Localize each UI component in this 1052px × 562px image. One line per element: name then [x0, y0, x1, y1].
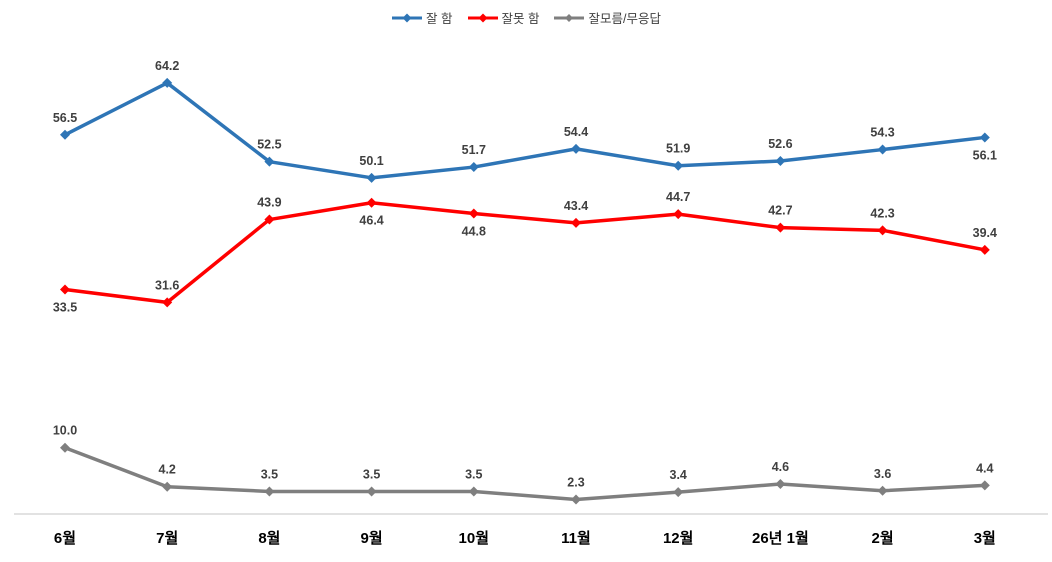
data-label: 42.3	[870, 206, 894, 220]
data-point-marker-icon	[366, 172, 377, 183]
data-label: 3.6	[874, 467, 891, 481]
data-point-marker-icon	[468, 208, 479, 219]
data-label: 44.7	[666, 190, 690, 204]
data-point-marker-icon	[775, 222, 786, 233]
data-point-marker-icon	[366, 486, 377, 497]
data-point-marker-icon	[571, 494, 581, 505]
x-tick-label: 9월	[361, 530, 383, 547]
legend-item-unknown[interactable]: 잘모름/무응답	[553, 8, 661, 27]
data-point-marker-icon	[264, 214, 275, 225]
data-point-marker-icon	[162, 77, 173, 88]
data-point-marker-icon	[775, 479, 786, 490]
data-point-marker-icon	[571, 217, 581, 228]
data-point-marker-icon	[877, 144, 888, 155]
data-label: 39.4	[973, 226, 997, 240]
data-point-marker-icon	[60, 284, 70, 295]
legend-marker-unknown-icon	[553, 13, 585, 23]
x-tick-label: 11월	[561, 530, 591, 547]
data-label: 52.5	[257, 138, 281, 152]
data-label: 52.6	[768, 137, 792, 151]
data-point-marker-icon	[162, 481, 173, 492]
data-label: 3.5	[261, 467, 278, 481]
data-label: 3.5	[465, 467, 482, 481]
data-label: 2.3	[567, 476, 584, 490]
data-point-marker-icon	[264, 486, 275, 497]
data-point-marker-icon	[979, 244, 990, 255]
data-label: 10.0	[53, 424, 77, 438]
series-line-2	[63, 445, 987, 502]
data-label: 51.9	[666, 142, 690, 156]
data-point-marker-icon	[877, 485, 888, 496]
legend-item-well[interactable]: 잘 함	[391, 8, 453, 27]
data-point-marker-icon	[264, 156, 275, 167]
chart-legend: 잘 함 잘못 함 잘모름/무응답	[0, 8, 1052, 27]
x-tick-label: 8월	[258, 530, 280, 547]
legend-label-poor: 잘못 함	[501, 12, 540, 26]
data-label: 56.5	[53, 111, 77, 125]
data-label: 31.6	[155, 278, 179, 292]
data-label: 46.4	[359, 214, 383, 228]
x-tick-label: 12월	[663, 530, 694, 547]
data-label: 56.1	[973, 148, 997, 162]
data-label: 42.7	[768, 204, 792, 218]
data-label: 33.5	[53, 301, 77, 315]
x-tick-label: 7월	[156, 530, 178, 547]
data-label: 54.3	[870, 126, 894, 140]
data-label: 3.5	[363, 467, 380, 481]
x-tick-label: 2월	[872, 530, 894, 547]
data-point-marker-icon	[979, 132, 990, 143]
legend-item-poor[interactable]: 잘못 함	[467, 8, 540, 27]
data-point-marker-icon	[366, 197, 377, 208]
data-label: 50.1	[359, 154, 383, 168]
data-point-marker-icon	[673, 209, 684, 220]
data-label: 3.4	[670, 468, 687, 482]
data-point-marker-icon	[673, 160, 684, 171]
x-tick-label: 26년 1월	[752, 530, 809, 547]
legend-label-well: 잘 함	[426, 12, 453, 26]
data-label: 4.2	[159, 463, 176, 477]
data-label: 4.6	[772, 460, 789, 474]
data-point-marker-icon	[468, 162, 479, 173]
legend-label-unknown: 잘모름/무응답	[588, 12, 661, 26]
data-point-marker-icon	[673, 487, 684, 498]
data-label: 43.9	[257, 196, 281, 210]
data-label: 4.4	[976, 461, 993, 475]
x-tick-label: 6월	[54, 530, 76, 547]
data-point-marker-icon	[60, 129, 70, 140]
data-point-marker-icon	[979, 480, 990, 491]
data-label: 43.4	[564, 199, 588, 213]
x-tick-label: 3월	[974, 530, 996, 547]
legend-marker-well-icon	[391, 13, 423, 23]
series-line-1	[63, 200, 987, 305]
data-point-marker-icon	[162, 297, 173, 308]
data-point-marker-icon	[775, 156, 786, 167]
data-label: 64.2	[155, 59, 179, 73]
x-tick-label: 10월	[459, 530, 490, 547]
series-line-0	[63, 81, 987, 180]
data-label: 44.8	[462, 224, 486, 238]
data-point-marker-icon	[60, 442, 70, 453]
legend-marker-poor-icon	[467, 13, 499, 23]
data-label: 51.7	[462, 143, 486, 157]
data-point-marker-icon	[877, 225, 888, 236]
data-point-marker-icon	[571, 143, 581, 154]
data-point-marker-icon	[468, 486, 479, 497]
data-label: 54.4	[564, 125, 588, 139]
